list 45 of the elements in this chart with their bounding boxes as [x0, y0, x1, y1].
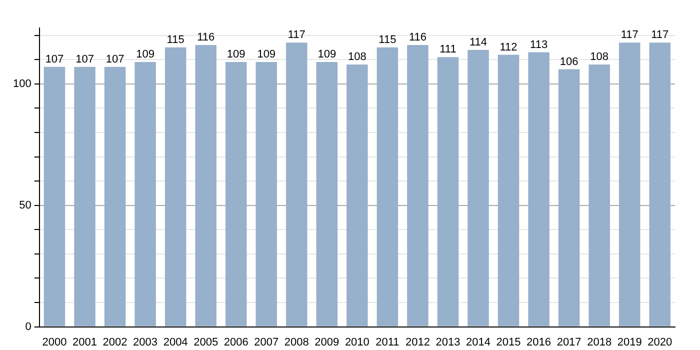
x-tick-label: 2018: [587, 336, 612, 348]
x-tick-label: 2019: [617, 336, 642, 348]
x-tick-label: 2016: [526, 336, 552, 348]
data-label: 115: [166, 34, 184, 46]
data-label: 108: [348, 50, 366, 63]
data-label: 108: [590, 50, 609, 63]
x-tick-label: 2015: [496, 336, 521, 348]
x-tick-label: 2012: [405, 336, 430, 348]
x-tick-label: 2003: [133, 336, 158, 348]
data-label: 115: [378, 34, 396, 46]
data-label: 109: [136, 48, 154, 61]
x-tick-label: 2009: [314, 336, 340, 348]
data-label: 109: [226, 48, 246, 61]
data-label: 116: [408, 32, 426, 44]
x-tick-label: 2005: [194, 336, 218, 348]
data-label: 114: [469, 36, 488, 48]
y-tick-label: 50: [19, 199, 32, 212]
x-tick-label: 2013: [436, 336, 460, 348]
data-label: 111: [440, 44, 456, 56]
data-label: 107: [76, 53, 94, 66]
data-label: 109: [257, 48, 276, 61]
x-tick-label: 2001: [72, 336, 97, 348]
x-tick-label: 2002: [102, 336, 128, 348]
x-tick-label: 2008: [284, 336, 309, 348]
data-label: 117: [620, 29, 638, 42]
x-tick-label: 2014: [466, 336, 490, 348]
x-tick-label: 2011: [376, 336, 400, 348]
data-label: 117: [651, 29, 669, 42]
data-label: 107: [106, 53, 124, 66]
y-tick-label: 0: [25, 320, 32, 333]
x-tick-label: 2017: [556, 336, 582, 348]
x-tick-label: 2006: [224, 336, 248, 348]
x-tick-label: 2004: [163, 336, 188, 348]
data-label: 109: [318, 48, 336, 61]
data-label: 117: [288, 29, 306, 42]
y-tick-label: 100: [12, 78, 32, 90]
x-tick-label: 2007: [254, 336, 279, 348]
data-label: 107: [45, 53, 64, 66]
x-tick-label: 2000: [42, 336, 67, 348]
data-label: 112: [500, 41, 518, 54]
data-label: 116: [197, 32, 215, 44]
x-tick-label: 2010: [344, 336, 370, 348]
data-label: 113: [530, 38, 548, 51]
x-tick-label: 2020: [648, 336, 672, 348]
data-label: 106: [560, 56, 578, 68]
